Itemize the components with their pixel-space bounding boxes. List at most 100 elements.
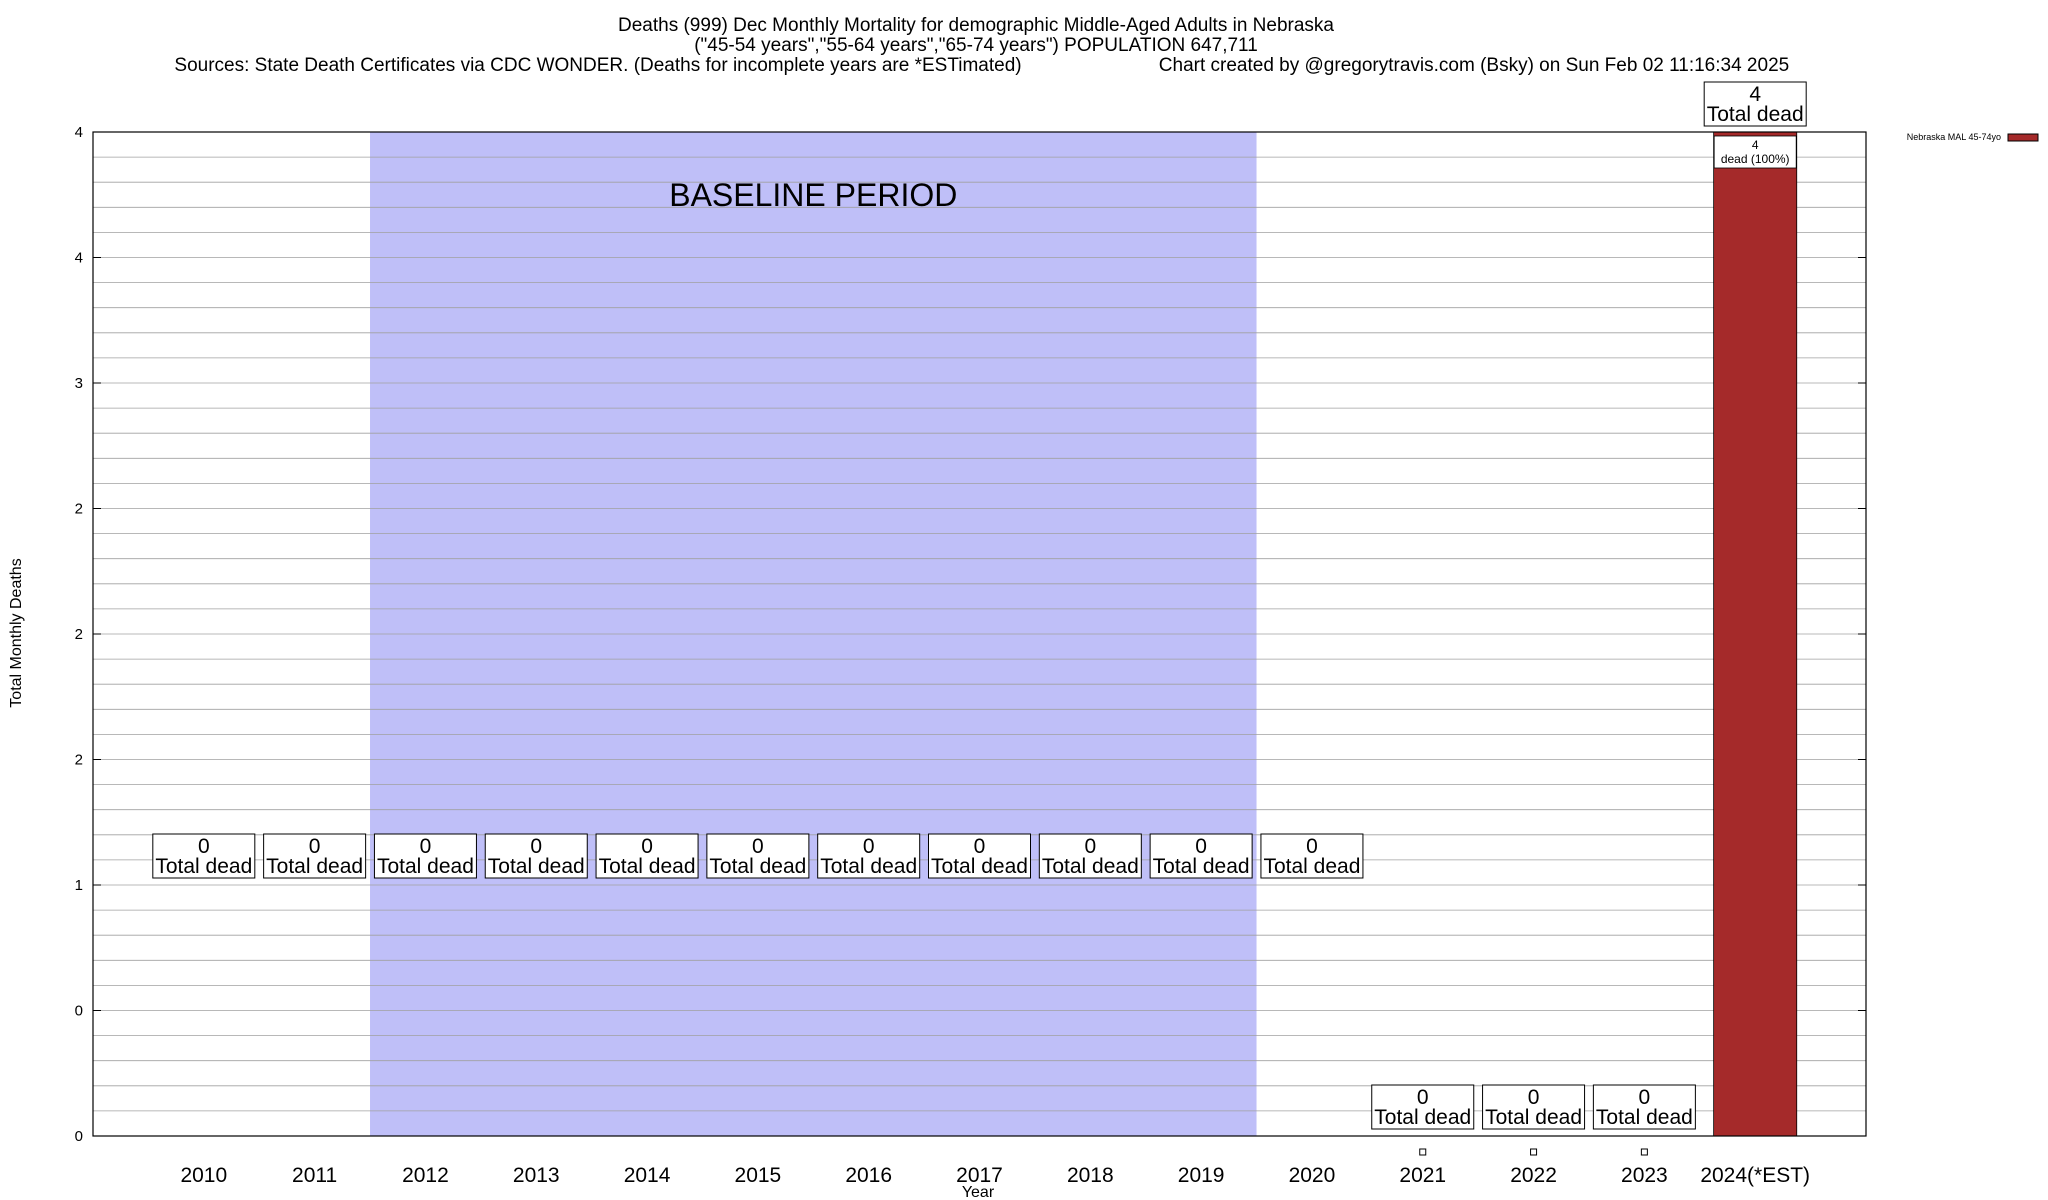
total-label-box bbox=[1371, 1084, 1475, 1130]
x-tick-label: 2016 bbox=[845, 1164, 892, 1187]
total-label-box bbox=[484, 833, 588, 879]
total-label-text: Total dead bbox=[931, 855, 1028, 878]
zero-bar-marker bbox=[1640, 1148, 1648, 1156]
x-tick-label: 2020 bbox=[1289, 1164, 1336, 1187]
bar-inner-label-text: dead (100%) bbox=[1721, 152, 1790, 166]
x-tick-label: 2024(*EST) bbox=[1700, 1164, 1810, 1187]
total-label-box bbox=[1149, 833, 1253, 879]
zero-bar-marker bbox=[1419, 1148, 1427, 1156]
chart-title: Deaths (999) Dec Monthly Mortality for d… bbox=[618, 15, 1334, 36]
x-tick-label: 2022 bbox=[1510, 1164, 1557, 1187]
y-tick-label: 2 bbox=[75, 626, 83, 643]
total-label-box bbox=[1482, 1084, 1586, 1130]
y-tick-label: 4 bbox=[75, 124, 83, 141]
total-label-box bbox=[595, 833, 699, 879]
total-label-text: Total dead bbox=[266, 855, 363, 878]
x-tick-label: 2021 bbox=[1399, 1164, 1446, 1187]
y-tick-label: 2 bbox=[75, 752, 83, 769]
total-label-value: 0 bbox=[641, 835, 653, 858]
total-label-text: Total dead bbox=[1042, 855, 1139, 878]
total-label-text: Total dead bbox=[1153, 855, 1250, 878]
total-label-box bbox=[1038, 833, 1142, 879]
total-label-box bbox=[263, 833, 367, 879]
total-label-text: Total dead bbox=[377, 855, 474, 878]
total-label-value: 4 bbox=[1749, 83, 1761, 106]
total-label-value: 0 bbox=[1306, 835, 1318, 858]
total-label-box bbox=[1703, 81, 1807, 127]
x-tick-label: 2023 bbox=[1621, 1164, 1668, 1187]
y-axis-label: Total Monthly Deaths bbox=[8, 558, 25, 707]
zero-bar-marker bbox=[1530, 1148, 1538, 1156]
total-label-text: Total dead bbox=[1485, 1106, 1582, 1129]
total-label-value: 0 bbox=[752, 835, 764, 858]
x-tick-label: 2013 bbox=[513, 1164, 560, 1187]
chart-credit: Chart created by @gregorytravis.com (Bsk… bbox=[1159, 55, 1789, 76]
x-tick-label: 2010 bbox=[180, 1164, 227, 1187]
x-tick-label: 2018 bbox=[1067, 1164, 1114, 1187]
bar-2024(*EST) bbox=[1713, 131, 1798, 1137]
legend: Nebraska MAL 45-74yo bbox=[1907, 132, 2039, 142]
chart-subtitle: ("45-54 years","55-64 years","65-74 year… bbox=[694, 35, 1258, 56]
bar-inner-label-box bbox=[1713, 135, 1797, 169]
total-label-value: 0 bbox=[198, 835, 210, 858]
y-tick-label: 2 bbox=[75, 501, 83, 518]
legend-series-label: Nebraska MAL 45-74yo bbox=[1907, 132, 2001, 142]
total-label-box bbox=[152, 833, 256, 879]
legend-series-swatch bbox=[2007, 133, 2039, 142]
x-tick-label: 2011 bbox=[292, 1164, 337, 1187]
y-tick-label: 4 bbox=[75, 250, 83, 267]
total-label-value: 0 bbox=[530, 835, 542, 858]
total-label-value: 0 bbox=[1417, 1086, 1429, 1109]
total-label-value: 0 bbox=[863, 835, 875, 858]
total-label-text: Total dead bbox=[599, 855, 696, 878]
total-label-text: Total dead bbox=[1707, 103, 1804, 126]
total-label-value: 0 bbox=[1639, 1086, 1651, 1109]
total-label-box bbox=[373, 833, 477, 879]
y-tick-label: 1 bbox=[75, 877, 83, 894]
y-tick-label: 0 bbox=[75, 1128, 83, 1145]
sources-note: Sources: State Death Certificates via CD… bbox=[174, 55, 1021, 76]
total-label-text: Total dead bbox=[488, 855, 585, 878]
total-label-value: 0 bbox=[974, 835, 986, 858]
total-label-box bbox=[706, 833, 810, 879]
total-label-text: Total dead bbox=[820, 855, 917, 878]
total-label-box bbox=[1592, 1084, 1696, 1130]
x-axis-label: Year bbox=[962, 1184, 995, 1200]
x-tick-label: 2015 bbox=[735, 1164, 782, 1187]
x-tick-label: 2014 bbox=[624, 1164, 671, 1187]
total-label-value: 0 bbox=[1084, 835, 1096, 858]
total-label-box bbox=[817, 833, 921, 879]
total-label-text: Total dead bbox=[1263, 855, 1360, 878]
total-label-value: 0 bbox=[309, 835, 321, 858]
total-label-value: 0 bbox=[1528, 1086, 1540, 1109]
total-label-value: 0 bbox=[420, 835, 432, 858]
total-label-text: Total dead bbox=[155, 855, 252, 878]
x-tick-label: 2017 bbox=[956, 1164, 1003, 1187]
total-label-text: Total dead bbox=[1374, 1106, 1471, 1129]
y-tick-label: 0 bbox=[75, 1003, 83, 1020]
total-label-value: 0 bbox=[1195, 835, 1207, 858]
total-label-text: Total dead bbox=[709, 855, 806, 878]
y-tick-label: 3 bbox=[75, 375, 83, 392]
x-tick-label: 2019 bbox=[1178, 1164, 1225, 1187]
x-tick-label: 2012 bbox=[402, 1164, 449, 1187]
total-label-box bbox=[1260, 833, 1364, 879]
total-label-box bbox=[928, 833, 1031, 879]
